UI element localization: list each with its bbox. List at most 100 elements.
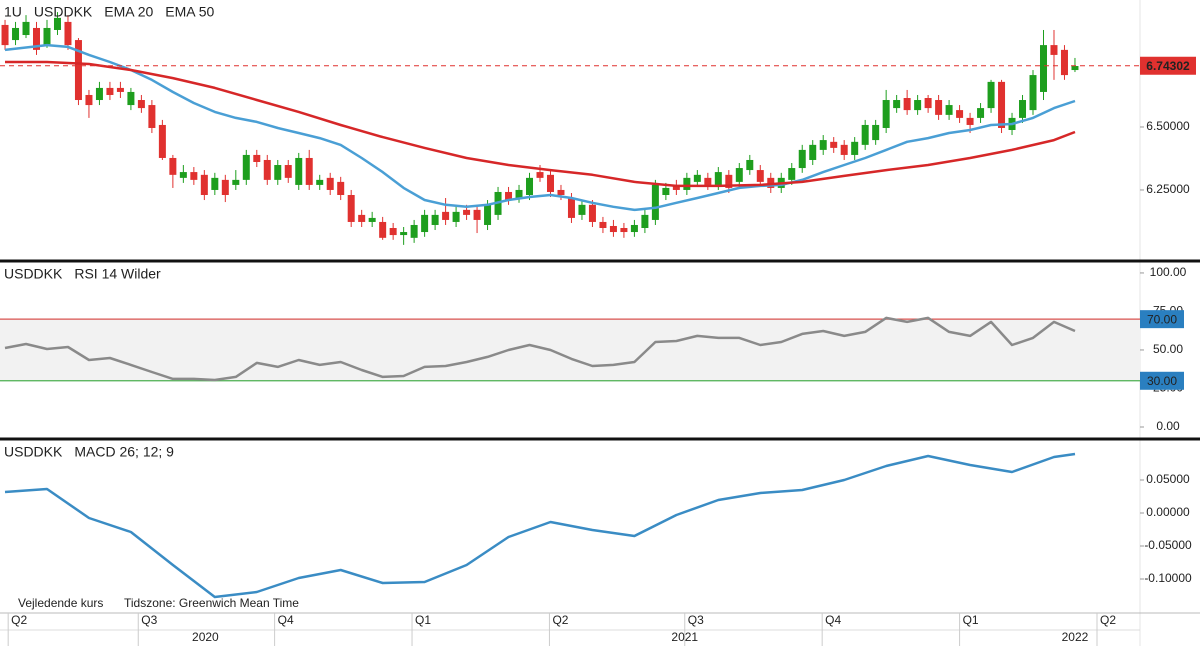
candle-body (588, 204, 596, 222)
last-price-tag (1140, 56, 1196, 75)
candle-body (956, 110, 964, 118)
candle-body (851, 141, 859, 155)
indicator-line (4, 452, 1076, 599)
year-label: 2021 (671, 630, 698, 644)
candle-body (861, 124, 869, 145)
candle-body (505, 191, 513, 201)
candle-body (295, 157, 303, 185)
candle-body (190, 172, 198, 180)
candle-body (379, 221, 387, 238)
candle-body (400, 232, 408, 236)
candle-body (410, 224, 418, 238)
candle-body (305, 157, 313, 185)
y-tick-label: 6.50000 (1146, 119, 1190, 133)
candle-body (546, 174, 554, 192)
candle-body (284, 165, 292, 178)
indicator-name: MACD 26; 12; 9 (74, 444, 174, 460)
candle-body (840, 144, 848, 155)
y-tick-label: 50.00 (1153, 342, 1183, 356)
candle-body (987, 81, 995, 109)
candle-body (22, 21, 30, 36)
interval: 1U (4, 4, 22, 20)
candle-body (672, 184, 680, 190)
candle-body (924, 98, 932, 109)
level-label: 30.00 (1147, 374, 1177, 388)
candle-body (389, 228, 397, 236)
candle-body (274, 165, 282, 180)
level-tag (1140, 371, 1184, 390)
candle-body (263, 159, 271, 180)
x-tick-label: Q3 (141, 613, 157, 627)
candle-body (945, 105, 953, 115)
candle-body (1050, 45, 1058, 55)
symbol: USDDKK (34, 4, 93, 20)
candle-body (515, 189, 523, 199)
candle-body (473, 209, 481, 220)
candle-body (882, 100, 890, 128)
candle-body (735, 168, 743, 182)
x-tick-label: Q3 (688, 613, 704, 627)
y-tick-label: 0.00 (1156, 419, 1180, 433)
candle-body (74, 40, 82, 101)
x-tick-label: Q4 (825, 613, 841, 627)
candle-body (253, 154, 261, 162)
x-tick-label: Q4 (278, 613, 294, 627)
candle-body (809, 144, 817, 160)
candle-body (526, 177, 534, 195)
candle-body (830, 141, 838, 148)
candle-body (12, 27, 20, 41)
candle-body (221, 179, 229, 195)
level-label: 70.00 (1147, 312, 1177, 326)
candle-body (651, 184, 659, 220)
indicator-line (4, 316, 1076, 382)
candle-body (148, 105, 156, 128)
y-tick-label: 6.25000 (1146, 182, 1190, 196)
candle-body (630, 224, 638, 233)
last-price-label: 6.74302 (1146, 59, 1190, 73)
candle-body (337, 181, 345, 195)
candle-body (714, 172, 722, 185)
candle-body (242, 154, 250, 180)
candle-body (1, 24, 9, 46)
candle-body (33, 27, 41, 50)
candle-body (893, 100, 901, 109)
candle-body (116, 87, 124, 92)
candle-body (567, 198, 575, 218)
candle-body (347, 195, 355, 222)
symbol: USDDKK (4, 266, 63, 282)
x-tick-label: Q1 (415, 613, 431, 627)
candle-body (1060, 49, 1068, 76)
candle-body (966, 117, 974, 125)
candle-body (200, 174, 208, 195)
candle-body (998, 81, 1006, 128)
candle-body (463, 209, 471, 215)
candle-body (756, 170, 764, 182)
y-tick-label: 0.05000 (1146, 472, 1190, 486)
candle-body (127, 91, 135, 106)
indicator-name: RSI 14 Wilder (74, 266, 161, 282)
candle-body (641, 214, 649, 229)
candle-body (557, 189, 565, 195)
candle-body (358, 214, 366, 222)
candle-body (704, 177, 712, 185)
year-label: 2022 (1062, 630, 1089, 644)
candle-body (872, 124, 880, 141)
candle-body (64, 21, 72, 46)
candle-body (158, 124, 166, 158)
candle-body (179, 172, 187, 178)
candle-body (452, 211, 460, 222)
candle-body (662, 187, 670, 195)
candle-body (169, 157, 177, 175)
candle-body (85, 94, 93, 106)
level-band (0, 319, 1140, 381)
x-tick-label: Q2 (1100, 613, 1116, 627)
candle-body (232, 179, 240, 185)
legend-entry: EMA 20 (104, 4, 153, 20)
y-tick-label: 0.00000 (1146, 505, 1190, 519)
candle-body (431, 214, 439, 225)
y-tick-label: -0.05000 (1144, 538, 1192, 552)
y-tick-label: -0.10000 (1144, 571, 1192, 585)
candle-body (442, 211, 450, 220)
candle-body (683, 177, 691, 190)
symbol: USDDKK (4, 444, 63, 460)
